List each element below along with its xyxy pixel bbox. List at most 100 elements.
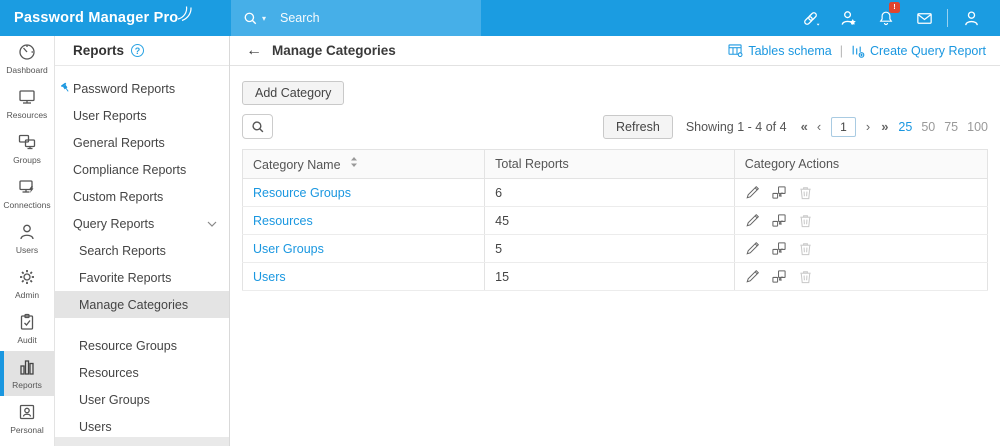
search-icon [251, 120, 263, 132]
total-reports-value: 45 [484, 206, 735, 235]
sidebar-item-resource-groups[interactable]: Resource Groups [55, 332, 229, 359]
sidebar-item-favorite-reports[interactable]: Favorite Reports [55, 264, 229, 291]
create-report-icon [852, 45, 865, 58]
page-size-75[interactable]: 75 [944, 119, 959, 134]
back-arrow-icon[interactable]: ← [246, 41, 262, 59]
sort-icon[interactable] [350, 156, 358, 168]
delete-icon[interactable] [798, 213, 813, 228]
sidebar-item-label: Custom Reports [73, 189, 164, 204]
bell-icon [879, 11, 893, 25]
rail-item-personal[interactable]: Personal [0, 396, 54, 441]
sidebar-item-label: Compliance Reports [73, 162, 187, 177]
sidebar-item-label: Resources [79, 365, 139, 380]
global-search[interactable]: ▾ Search [231, 0, 481, 36]
tables-schema-link[interactable]: Tables schema [728, 43, 832, 58]
rail-label: Groups [13, 155, 41, 165]
top-bar: Password Manager Pro ▾ Search [0, 0, 1000, 36]
sidebar-item-user-groups[interactable]: User Groups [55, 386, 229, 413]
sidebar-item-password-reports[interactable]: Password Reports [55, 75, 229, 102]
sidebar-item-label: Resource Groups [79, 338, 177, 353]
current-page-input[interactable]: 1 [831, 116, 856, 137]
move-reports-icon[interactable] [771, 269, 787, 284]
rail-label: Resources [6, 110, 48, 120]
create-query-report-link[interactable]: Create Query Report [851, 44, 986, 58]
rail-item-users[interactable]: Users [0, 216, 54, 261]
sidebar-item-custom-reports[interactable]: Custom Reports [55, 183, 229, 210]
table-header-row: Category Name Total Reports Category Act… [241, 149, 989, 179]
sidebar-item-label: General Reports [73, 135, 165, 150]
delete-icon[interactable] [798, 185, 813, 200]
category-actions [745, 185, 977, 200]
pagination-bar: Refresh Showing 1 - 4 of 4 « ‹ 1 › » 25 … [603, 114, 988, 139]
rail-item-admin[interactable]: Admin [0, 261, 54, 306]
table-row: Users 15 [241, 262, 989, 291]
prev-page-icon[interactable]: ‹ [816, 119, 822, 134]
page-size-25[interactable]: 25 [898, 119, 913, 134]
move-reports-icon[interactable] [771, 213, 787, 228]
users-icon [20, 224, 34, 240]
column-header-category-name[interactable]: Category Name [241, 149, 486, 179]
sidebar-item-label: Favorite Reports [79, 270, 172, 285]
notifications-button[interactable]: ! [867, 0, 905, 36]
sidebar-item-label: Manage Categories [79, 297, 189, 312]
edit-icon[interactable] [745, 213, 760, 228]
sidebar-item-users[interactable]: Users [55, 413, 229, 440]
total-reports-value: 15 [484, 262, 735, 291]
quick-links-button[interactable] [791, 0, 829, 36]
rail-item-reports[interactable]: Reports [0, 351, 54, 396]
rail-label: Dashboard [6, 65, 48, 75]
category-link[interactable]: User Groups [253, 241, 324, 256]
search-input[interactable]: Search [280, 11, 320, 25]
sidebar-item-user-reports[interactable]: User Reports [55, 102, 229, 129]
help-icon[interactable]: ? [131, 44, 145, 57]
category-link[interactable]: Resource Groups [253, 185, 351, 200]
table-search-button[interactable] [242, 114, 273, 139]
profile-icon [964, 10, 978, 25]
sidebar-item-general-reports[interactable]: General Reports [55, 129, 229, 156]
content-body: Add Category Refresh Showing 1 - 4 of 4 … [230, 66, 1000, 291]
search-scope-caret-icon[interactable]: ▾ [262, 13, 267, 23]
delete-icon[interactable] [798, 241, 813, 256]
rail-label: Reports [12, 380, 42, 390]
category-link[interactable]: Users [253, 269, 286, 284]
edit-icon[interactable] [745, 241, 760, 256]
top-bar-divider [947, 9, 948, 27]
sidebar-bottom-strip [55, 437, 229, 446]
rail-item-audit[interactable]: Audit [0, 306, 54, 351]
sidebar-item-compliance-reports[interactable]: Compliance Reports [55, 156, 229, 183]
page-size-options: 25 50 75 100 [898, 120, 988, 134]
rail-item-dashboard[interactable]: Dashboard [0, 36, 54, 81]
top-icon-group: ! [791, 0, 1000, 36]
resources-icon [19, 90, 35, 104]
tables-schema-label: Tables schema [748, 43, 832, 58]
sidebar-header: Reports ? [55, 36, 229, 66]
rail-item-resources[interactable]: Resources [0, 81, 54, 126]
sidebar-item-manage-categories[interactable]: Manage Categories [55, 291, 229, 318]
sidebar-item-query-reports[interactable]: Query Reports [55, 210, 229, 237]
rail-label: Admin [14, 290, 40, 300]
total-reports-value: 5 [484, 234, 735, 263]
next-page-icon[interactable]: › [865, 119, 871, 134]
page-size-100[interactable]: 100 [967, 119, 988, 134]
move-reports-icon[interactable] [771, 185, 787, 200]
rail-item-groups[interactable]: Groups [0, 126, 54, 171]
delete-icon[interactable] [798, 269, 813, 284]
mail-icon [916, 12, 932, 24]
edit-icon[interactable] [745, 269, 760, 284]
sidebar-item-search-reports[interactable]: Search Reports [55, 237, 229, 264]
category-actions [745, 269, 977, 284]
add-category-button[interactable]: Add Category [242, 81, 345, 105]
messages-button[interactable] [905, 0, 943, 36]
page-size-50[interactable]: 50 [921, 119, 936, 134]
edit-icon[interactable] [745, 185, 760, 200]
rail-item-connections[interactable]: Connections [0, 171, 54, 216]
favorites-user-button[interactable] [829, 0, 867, 36]
last-page-icon[interactable]: » [881, 119, 888, 134]
move-reports-icon[interactable] [771, 241, 787, 256]
link-icon [803, 11, 820, 26]
profile-button[interactable] [952, 0, 990, 36]
refresh-button[interactable]: Refresh [603, 114, 673, 139]
sidebar-item-resources[interactable]: Resources [55, 359, 229, 386]
category-link[interactable]: Resources [253, 213, 313, 228]
first-page-icon[interactable]: « [800, 119, 808, 134]
